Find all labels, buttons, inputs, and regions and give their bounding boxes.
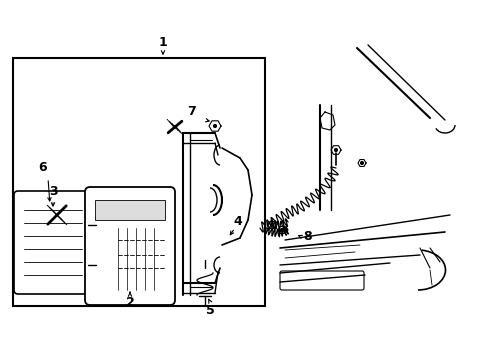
Text: 5: 5 xyxy=(205,303,214,316)
Circle shape xyxy=(334,148,337,152)
Circle shape xyxy=(280,229,283,231)
Text: 1: 1 xyxy=(158,36,167,49)
Circle shape xyxy=(270,224,273,226)
Circle shape xyxy=(360,162,363,165)
FancyBboxPatch shape xyxy=(280,271,363,290)
Bar xyxy=(13,58,264,306)
Text: 7: 7 xyxy=(187,105,196,118)
FancyBboxPatch shape xyxy=(85,187,175,305)
FancyBboxPatch shape xyxy=(14,191,92,294)
Text: 6: 6 xyxy=(39,162,47,175)
Circle shape xyxy=(213,125,216,127)
Text: 2: 2 xyxy=(125,296,134,309)
Text: 8: 8 xyxy=(303,230,312,243)
Text: 3: 3 xyxy=(49,185,57,198)
Text: 4: 4 xyxy=(233,216,242,229)
Polygon shape xyxy=(95,200,164,220)
